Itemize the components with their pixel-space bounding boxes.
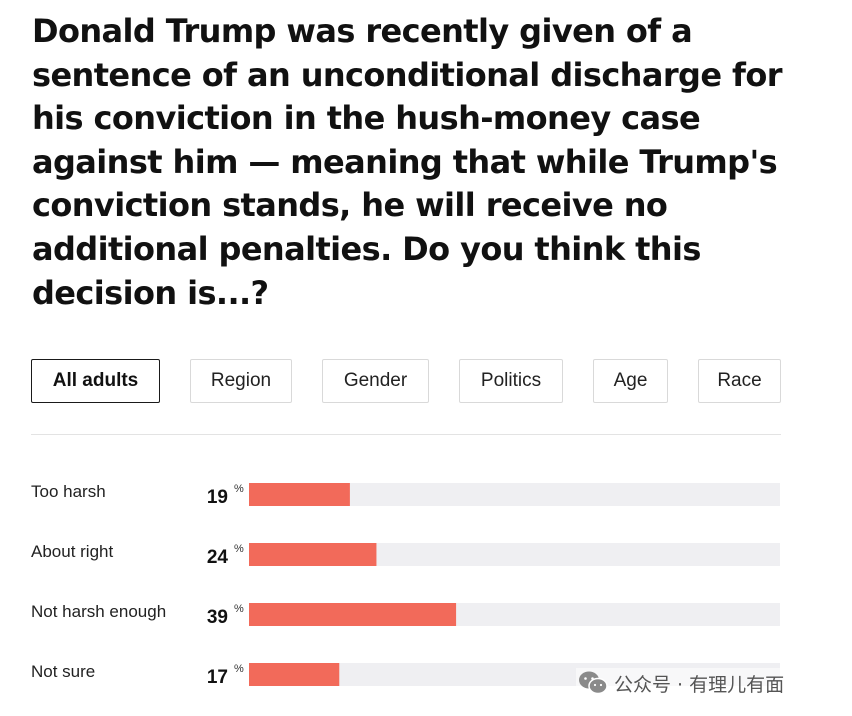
tab-all-adults[interactable]: All adults	[31, 359, 160, 403]
value-label-about-right: 24	[207, 547, 229, 568]
value-label-not-sure: 17	[207, 667, 228, 688]
bar-track-too-harsh	[249, 483, 780, 506]
watermark-text: 公众号 · 有理儿有面	[614, 673, 785, 696]
tab-gender[interactable]: Gender	[322, 359, 429, 403]
percent-sign-about-right: %	[234, 543, 244, 555]
value-label-not-harsh-enough: 39	[207, 607, 228, 628]
percent-sign-too-harsh: %	[234, 483, 244, 495]
watermark: 公众号 · 有理儿有面	[576, 668, 787, 698]
bar-track-about-right	[249, 543, 780, 566]
tab-age[interactable]: Age	[593, 359, 668, 403]
poll-question: Donald Trump was recently given of a sen…	[32, 12, 782, 312]
bar-too-harsh	[249, 483, 350, 506]
bar-about-right	[249, 543, 377, 566]
filter-tabs: All adults Region Gender Politics Age Ra…	[31, 359, 783, 405]
tab-region[interactable]: Region	[190, 359, 292, 403]
category-label-not-harsh-enough: Not harsh enough	[31, 602, 166, 621]
percent-sign-not-sure: %	[234, 663, 244, 675]
bar-not-sure	[249, 663, 340, 686]
section-divider	[31, 434, 781, 435]
wechat-icon	[579, 671, 608, 695]
category-label-not-sure: Not sure	[31, 662, 95, 681]
tab-race[interactable]: Race	[698, 359, 781, 403]
category-label-too-harsh: Too harsh	[31, 482, 106, 501]
percent-sign-not-harsh-enough: %	[234, 603, 244, 615]
tab-politics[interactable]: Politics	[459, 359, 563, 403]
category-label-about-right: About right	[31, 542, 113, 561]
bar-not-harsh-enough	[249, 603, 457, 626]
value-label-too-harsh: 19	[207, 487, 228, 508]
